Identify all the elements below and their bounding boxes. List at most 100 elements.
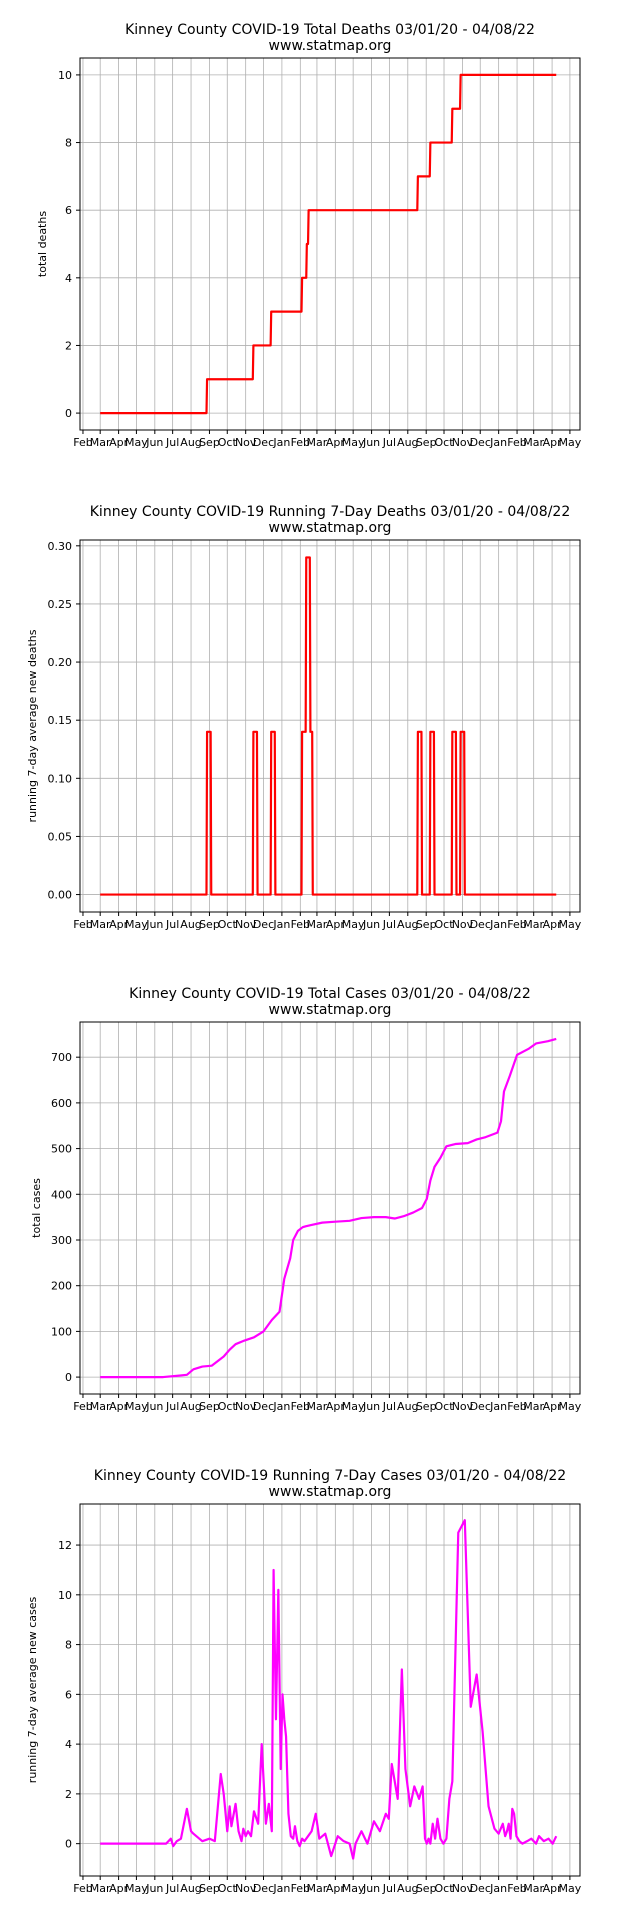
y-tick-label: 0: [65, 1838, 72, 1851]
x-tick-label: May: [559, 1882, 582, 1895]
chart-title: Kinney County COVID-19 Total Deaths 03/0…: [125, 22, 535, 38]
axes-frame: [79, 57, 581, 431]
x-tick-label: Oct: [218, 1400, 238, 1413]
x-tick-label: Apr: [326, 1400, 346, 1413]
y-tick-label: 0.10: [48, 772, 73, 785]
x-tick-label: Aug: [180, 918, 201, 931]
x-tick-label: Oct: [218, 1882, 238, 1895]
x-tick-label: Aug: [397, 1400, 418, 1413]
x-tick-label: Dec: [470, 436, 491, 449]
x-tick-label: Feb: [73, 1400, 92, 1413]
x-tick-label: Feb: [73, 918, 92, 931]
y-tick-label: 600: [51, 1097, 72, 1110]
y-tick-label: 0.00: [48, 889, 73, 902]
x-tick-label: Apr: [109, 1400, 129, 1413]
x-tick-label: May: [342, 1400, 365, 1413]
y-axis-label: running 7-day average new cases: [26, 1597, 39, 1784]
chart-subtitle: www.statmap.org: [269, 1002, 392, 1018]
x-tick-label: Jan: [272, 1882, 290, 1895]
x-tick-label: Feb: [73, 436, 92, 449]
x-tick-label: Jun: [362, 918, 380, 931]
y-tick-label: 4: [65, 272, 72, 285]
x-tick-label: Apr: [109, 918, 129, 931]
x-tick-label: May: [342, 1882, 365, 1895]
x-tick-label: Apr: [543, 918, 563, 931]
x-tick-label: Oct: [434, 1882, 454, 1895]
x-tick-label: Feb: [73, 1882, 92, 1895]
x-tick-label: Feb: [291, 1400, 310, 1413]
x-tick-label: Oct: [434, 918, 454, 931]
y-tick-label: 0.15: [48, 714, 73, 727]
x-tick-label: Feb: [507, 918, 526, 931]
x-tick-label: May: [342, 918, 365, 931]
x-tick-label: Aug: [180, 436, 201, 449]
y-tick-label: 100: [51, 1325, 72, 1338]
x-tick-label: Jan: [272, 436, 290, 449]
series-line: [100, 556, 557, 896]
x-tick-label: Oct: [218, 918, 238, 931]
x-tick-label: Jun: [145, 436, 163, 449]
x-tick-label: Sep: [416, 918, 437, 931]
x-tick-label: Aug: [397, 1882, 418, 1895]
x-tick-label: Dec: [470, 918, 491, 931]
y-tick-label: 8: [65, 1639, 72, 1652]
x-tick-label: Feb: [291, 1882, 310, 1895]
x-tick-label: Nov: [235, 1400, 257, 1413]
x-tick-label: Apr: [543, 1400, 563, 1413]
x-tick-label: Mar: [307, 1882, 328, 1895]
y-tick-label: 0.05: [48, 830, 73, 843]
x-tick-label: Jun: [362, 1400, 380, 1413]
y-axis-label: total deaths: [36, 211, 49, 277]
x-tick-label: Jul: [165, 918, 179, 931]
x-tick-label: Dec: [470, 1400, 491, 1413]
x-tick-label: Sep: [199, 918, 220, 931]
x-tick-label: Mar: [90, 436, 111, 449]
x-tick-label: Sep: [199, 436, 220, 449]
series-line: [100, 1519, 558, 1860]
x-tick-label: May: [559, 436, 582, 449]
y-tick-label: 8: [65, 137, 72, 150]
y-tick-label: 4: [65, 1738, 72, 1751]
x-tick-label: May: [125, 918, 148, 931]
x-tick-label: Nov: [452, 1400, 474, 1413]
x-tick-label: Nov: [235, 1882, 257, 1895]
x-tick-label: Jun: [145, 918, 163, 931]
x-tick-label: Sep: [199, 1882, 220, 1895]
x-tick-label: Apr: [326, 436, 346, 449]
x-tick-label: Nov: [235, 436, 257, 449]
x-tick-label: Jul: [382, 1400, 396, 1413]
x-tick-label: Dec: [253, 1400, 274, 1413]
x-tick-label: Apr: [326, 918, 346, 931]
x-tick-label: May: [125, 436, 148, 449]
x-tick-label: Feb: [507, 436, 526, 449]
chart-subtitle: www.statmap.org: [269, 520, 392, 536]
x-tick-label: May: [342, 436, 365, 449]
y-tick-label: 12: [58, 1539, 72, 1552]
x-tick-label: Aug: [180, 1882, 201, 1895]
x-tick-label: Dec: [253, 918, 274, 931]
axes-frame: [79, 1503, 581, 1877]
x-tick-label: Mar: [90, 1400, 111, 1413]
x-tick-label: May: [125, 1400, 148, 1413]
chart-subtitle: www.statmap.org: [269, 1484, 392, 1500]
x-tick-label: Sep: [416, 1400, 437, 1413]
x-tick-label: Jan: [272, 1400, 290, 1413]
x-tick-label: Aug: [180, 1400, 201, 1413]
y-tick-label: 500: [51, 1143, 72, 1156]
chart-title: Kinney County COVID-19 Total Cases 03/01…: [129, 986, 531, 1002]
x-tick-label: Apr: [543, 1882, 563, 1895]
x-tick-label: Nov: [452, 436, 474, 449]
x-tick-label: Dec: [470, 1882, 491, 1895]
x-tick-label: Mar: [307, 918, 328, 931]
axes-frame: [79, 539, 581, 913]
x-tick-label: Jul: [382, 436, 396, 449]
y-tick-label: 10: [58, 69, 72, 82]
x-tick-label: Jan: [272, 918, 290, 931]
y-axis-label: running 7-day average new deaths: [26, 629, 39, 822]
x-tick-label: Apr: [326, 1882, 346, 1895]
x-tick-label: May: [559, 918, 582, 931]
